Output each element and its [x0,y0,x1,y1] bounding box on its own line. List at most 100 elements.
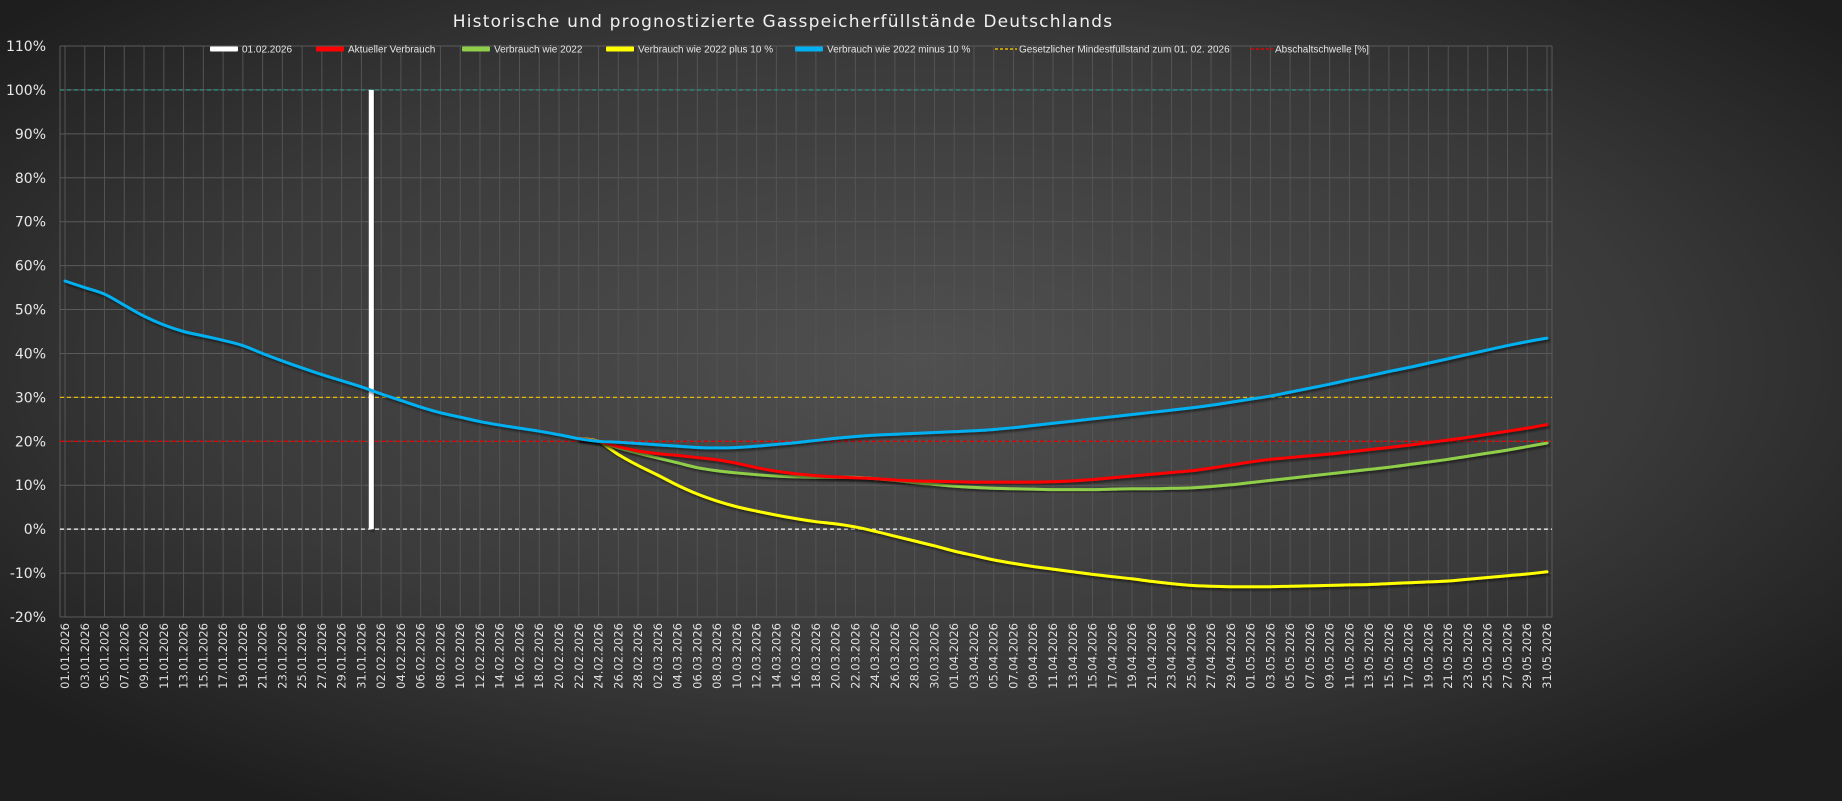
x-tick-label: 13.05.2026 [1362,623,1376,689]
x-tick-label: 10.03.2026 [730,623,744,689]
x-tick-label: 06.02.2026 [414,623,428,689]
x-tick-label: 24.02.2026 [592,623,606,689]
legend-label: Verbrauch wie 2022 [494,45,583,56]
x-tick-label: 05.01.2026 [98,623,112,689]
y-tick-label: 100% [6,83,46,99]
x-tick-label: 31.01.2026 [354,623,368,689]
x-tick-label: 29.05.2026 [1520,623,1534,689]
x-tick-label: 07.04.2026 [1006,623,1020,689]
x-tick-label: 01.01.2026 [58,623,72,689]
legend-swatch [606,46,634,52]
x-tick-label: 02.02.2026 [374,623,388,689]
y-tick-label: 20% [15,434,46,450]
legend-swatch [316,46,344,52]
x-tick-label: 11.05.2026 [1342,623,1356,689]
x-tick-label: 18.03.2026 [809,623,823,689]
x-tick-label: 19.04.2026 [1125,623,1139,689]
legend-label: Abschaltschwelle [%] [1275,45,1369,56]
x-tick-label: 22.03.2026 [848,623,862,689]
x-tick-label: 20.02.2026 [552,623,566,689]
x-tick-label: 12.02.2026 [473,623,487,689]
x-tick-label: 15.05.2026 [1382,623,1396,689]
x-tick-label: 06.03.2026 [690,623,704,689]
x-tick-label: 10.02.2026 [453,623,467,689]
x-tick-label: 01.04.2026 [947,623,961,689]
x-tick-label: 23.01.2026 [275,623,289,689]
x-tick-label: 16.02.2026 [512,623,526,689]
date-marker [368,89,374,530]
x-tick-label: 19.05.2026 [1421,623,1435,689]
x-tick-label: 01.05.2026 [1244,623,1258,689]
x-tick-label: 14.02.2026 [493,623,507,689]
series-line [63,279,1549,450]
x-tick-label: 31.05.2026 [1540,623,1554,689]
legend-label: Verbrauch wie 2022 plus 10 % [638,45,773,56]
y-tick-label: 70% [15,215,46,231]
y-axis: -20% -10% 0% 10% 20% 30% 40% 50% 60% 70% 80% 90% 100… [6,39,46,626]
x-tick-label: 29.04.2026 [1224,623,1238,689]
y-tick-label: 40% [15,346,46,362]
x-axis: 01.01.2026 03.01.2026 05.01.2026 07.01.2026… [58,623,1554,689]
x-tick-label: 05.05.2026 [1283,623,1297,689]
x-tick-label: 02.03.2026 [651,623,665,689]
x-tick-label: 27.01.2026 [315,623,329,689]
x-tick-label: 30.03.2026 [927,623,941,689]
x-tick-label: 15.01.2026 [196,623,210,689]
y-tick-label: 80% [15,171,46,187]
x-tick-label: 12.03.2026 [750,623,764,689]
x-tick-label: 26.03.2026 [888,623,902,689]
x-tick-label: 04.02.2026 [394,623,408,689]
y-tick-label: 10% [15,478,46,494]
y-tick-label: 30% [15,390,46,406]
x-tick-label: 08.03.2026 [710,623,724,689]
x-tick-label: 14.03.2026 [769,623,783,689]
x-tick-label: 23.05.2026 [1461,623,1475,689]
x-tick-label: 13.04.2026 [1066,623,1080,689]
y-tick-label: 110% [6,39,46,55]
y-tick-label: 90% [15,127,46,143]
x-tick-label: 09.05.2026 [1323,623,1337,689]
y-tick-label: 50% [15,303,46,319]
legend-swatch [462,46,490,52]
x-tick-label: 13.01.2026 [177,623,191,689]
legend-swatch [210,46,238,52]
x-tick-label: 09.04.2026 [1026,623,1040,689]
x-tick-label: 03.05.2026 [1263,623,1277,689]
x-tick-label: 03.04.2026 [967,623,981,689]
x-tick-label: 16.03.2026 [789,623,803,689]
x-tick-label: 25.04.2026 [1184,623,1198,689]
x-tick-label: 28.02.2026 [631,623,645,689]
x-tick-label: 22.02.2026 [572,623,586,689]
x-tick-label: 19.01.2026 [236,623,250,689]
y-tick-label: -10% [10,566,46,582]
x-tick-label: 28.03.2026 [908,623,922,689]
y-tick-label: 60% [15,259,46,275]
x-tick-label: 24.03.2026 [868,623,882,689]
x-tick-label: 18.02.2026 [532,623,546,689]
x-tick-label: 29.01.2026 [335,623,349,689]
x-tick-label: 04.03.2026 [671,623,685,689]
legend: 01.02.2026 Aktueller Verbrauch Verbrauch w… [210,45,1369,56]
x-tick-label: 05.04.2026 [987,623,1001,689]
x-tick-label: 07.01.2026 [117,623,131,689]
x-tick-label: 07.05.2026 [1303,623,1317,689]
x-tick-label: 27.05.2026 [1500,623,1514,689]
legend-label: Verbrauch wie 2022 minus 10 % [827,45,971,56]
series-line [577,437,1549,492]
x-tick-label: 08.02.2026 [433,623,447,689]
x-tick-label: 21.04.2026 [1145,623,1159,689]
series-lines [63,279,1549,589]
y-tick-label: 0% [24,522,46,538]
x-tick-label: 09.01.2026 [137,623,151,689]
x-tick-label: 11.01.2026 [157,623,171,689]
legend-label: Gesetzlicher Mindestfüllstand zum 01. 02… [1019,45,1230,56]
legend-label: Aktueller Verbrauch [348,45,435,56]
x-tick-label: 20.03.2026 [829,623,843,689]
x-tick-label: 17.05.2026 [1402,623,1416,689]
legend-label: 01.02.2026 [242,45,292,56]
x-tick-label: 15.04.2026 [1086,623,1100,689]
y-tick-label: -20% [10,610,46,626]
legend-swatch [795,46,823,52]
x-tick-label: 23.04.2026 [1165,623,1179,689]
